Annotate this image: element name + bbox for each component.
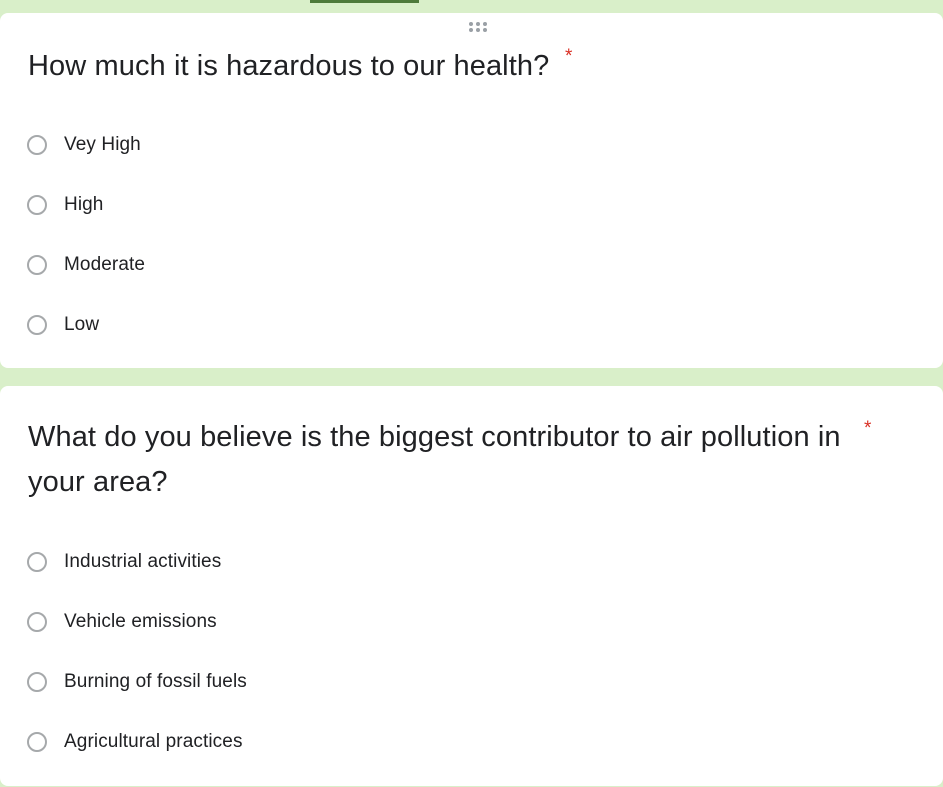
radio-option-moderate[interactable]: Moderate: [27, 235, 145, 295]
radio-option-high[interactable]: High: [27, 175, 145, 235]
radio-unchecked-icon[interactable]: [27, 672, 47, 692]
option-label: Agricultural practices: [64, 731, 243, 752]
radio-option-agricultural[interactable]: Agricultural practices: [27, 712, 247, 772]
drag-handle-icon[interactable]: [468, 21, 488, 33]
radio-unchecked-icon[interactable]: [27, 552, 47, 572]
option-label: Vey High: [64, 134, 141, 155]
radio-option-vehicle[interactable]: Vehicle emissions: [27, 592, 247, 652]
radio-option-very-high[interactable]: Vey High: [27, 115, 145, 175]
radio-options-list: Vey High High Moderate Low: [27, 115, 145, 355]
radio-option-low[interactable]: Low: [27, 295, 145, 355]
radio-options-list: Industrial activities Vehicle emissions …: [27, 532, 247, 772]
option-label: Vehicle emissions: [64, 611, 217, 632]
radio-unchecked-icon[interactable]: [27, 315, 47, 335]
question-card-pollution-source: What do you believe is the biggest contr…: [0, 386, 943, 786]
question-card-hazard: How much it is hazardous to our health? …: [0, 13, 943, 368]
radio-unchecked-icon[interactable]: [27, 732, 47, 752]
radio-unchecked-icon[interactable]: [27, 255, 47, 275]
question-title: What do you believe is the biggest contr…: [28, 421, 841, 498]
radio-option-fossil-fuels[interactable]: Burning of fossil fuels: [27, 652, 247, 712]
option-label: Moderate: [64, 254, 146, 275]
option-label: Low: [64, 314, 100, 335]
radio-unchecked-icon[interactable]: [27, 135, 47, 155]
section-accent-bar: [310, 0, 419, 3]
required-asterisk: *: [565, 46, 573, 67]
radio-unchecked-icon[interactable]: [27, 195, 47, 215]
option-label: Industrial activities: [64, 551, 222, 572]
radio-option-industrial[interactable]: Industrial activities: [27, 532, 247, 592]
radio-unchecked-icon[interactable]: [27, 612, 47, 632]
option-label: Burning of fossil fuels: [64, 671, 247, 692]
option-label: High: [64, 194, 104, 215]
question-title: How much it is hazardous to our health?: [28, 50, 550, 82]
required-asterisk: *: [864, 418, 872, 439]
